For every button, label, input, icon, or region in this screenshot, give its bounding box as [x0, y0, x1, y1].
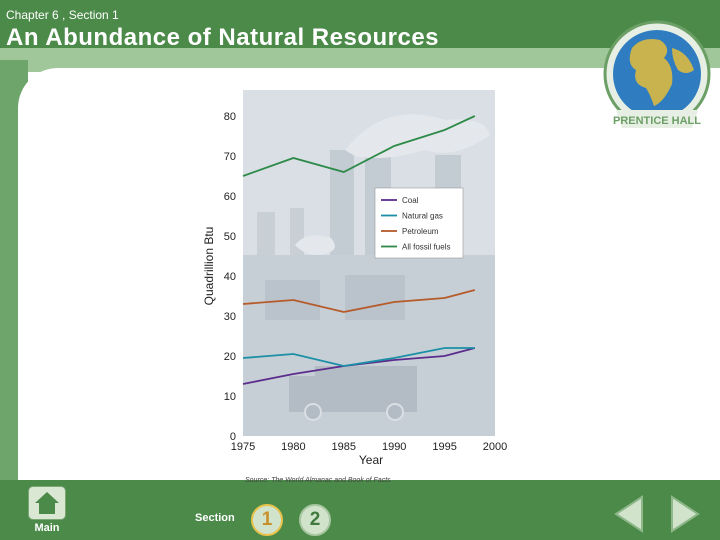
- section-2-label: 2: [309, 509, 321, 530]
- y-tick-label: 50: [224, 231, 236, 243]
- section-1-button[interactable]: 1: [251, 504, 283, 536]
- section-label: Section: [195, 512, 235, 524]
- right-triangle-icon: [671, 495, 700, 533]
- x-tick-label: 2000: [483, 441, 507, 453]
- series-line-natural-gas: [242, 347, 475, 367]
- home-icon: [28, 486, 66, 520]
- x-axis-label: Year: [359, 453, 383, 467]
- next-button[interactable]: [668, 494, 702, 534]
- y-axis-label: Quadrillion Btu: [202, 227, 216, 306]
- series-line-all-fossil-fuels: [242, 115, 476, 177]
- y-tick-label: 70: [224, 151, 236, 163]
- legend-label: Natural gas: [402, 212, 443, 221]
- x-tick-label: 1985: [332, 441, 356, 453]
- section-2-button[interactable]: 2: [299, 504, 331, 536]
- source-note: Source: The World Almanac and Book of Fa…: [245, 477, 391, 484]
- x-tick-label: 1980: [281, 441, 305, 453]
- chapter-label: Chapter 6 , Section 1: [6, 8, 119, 22]
- legend-label: All fossil fuels: [402, 243, 450, 252]
- y-tick-label: 20: [224, 351, 236, 363]
- y-tick-label: 60: [224, 191, 236, 203]
- previous-button[interactable]: [612, 494, 646, 534]
- x-tick-label: 1975: [231, 441, 255, 453]
- y-tick-label: 40: [224, 271, 236, 283]
- prentice-hall-logo: PRENTICE HALL: [603, 20, 711, 128]
- series-line-petroleum: [242, 289, 476, 313]
- page-title: An Abundance of Natural Resources: [6, 24, 440, 51]
- legend-label: Petroleum: [402, 227, 439, 236]
- y-tick-label: 0: [230, 431, 236, 443]
- left-triangle-icon: [614, 495, 643, 533]
- y-tick-label: 30: [224, 311, 236, 323]
- section-1-label: 1: [261, 509, 273, 530]
- y-tick-label: 10: [224, 391, 236, 403]
- legend-label: Coal: [402, 196, 419, 205]
- main-button[interactable]: Main: [26, 484, 68, 536]
- chart-background: [243, 90, 495, 436]
- y-tick-label: 80: [224, 111, 236, 123]
- x-tick-label: 1990: [382, 441, 406, 453]
- x-tick-label: 1995: [432, 441, 456, 453]
- energy-chart: 0 10 20 30 40 50 60 70 80 1975 1980 1985 1990 1995 200…: [202, 90, 507, 484]
- series-line-coal: [242, 347, 476, 385]
- footer-band: [0, 480, 720, 540]
- main-label: Main: [34, 522, 60, 534]
- logo-text: PRENTICE HALL: [613, 115, 701, 127]
